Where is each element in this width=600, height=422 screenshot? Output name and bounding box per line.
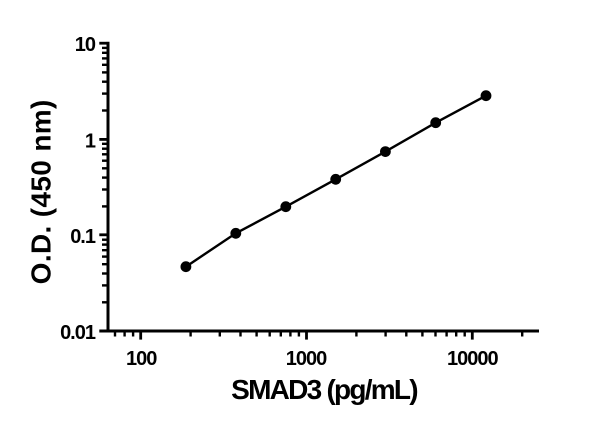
svg-text:0.01: 0.01 [60,322,96,344]
svg-text:0.1: 0.1 [70,226,96,248]
svg-text:10: 10 [75,34,96,56]
svg-text:O.D. (450 nm): O.D. (450 nm) [25,99,56,284]
svg-text:100: 100 [126,348,157,370]
svg-text:1: 1 [85,130,96,152]
svg-text:10000: 10000 [447,348,498,370]
svg-text:SMAD3 (pg/mL): SMAD3 (pg/mL) [231,374,417,405]
svg-text:1000: 1000 [286,348,327,370]
